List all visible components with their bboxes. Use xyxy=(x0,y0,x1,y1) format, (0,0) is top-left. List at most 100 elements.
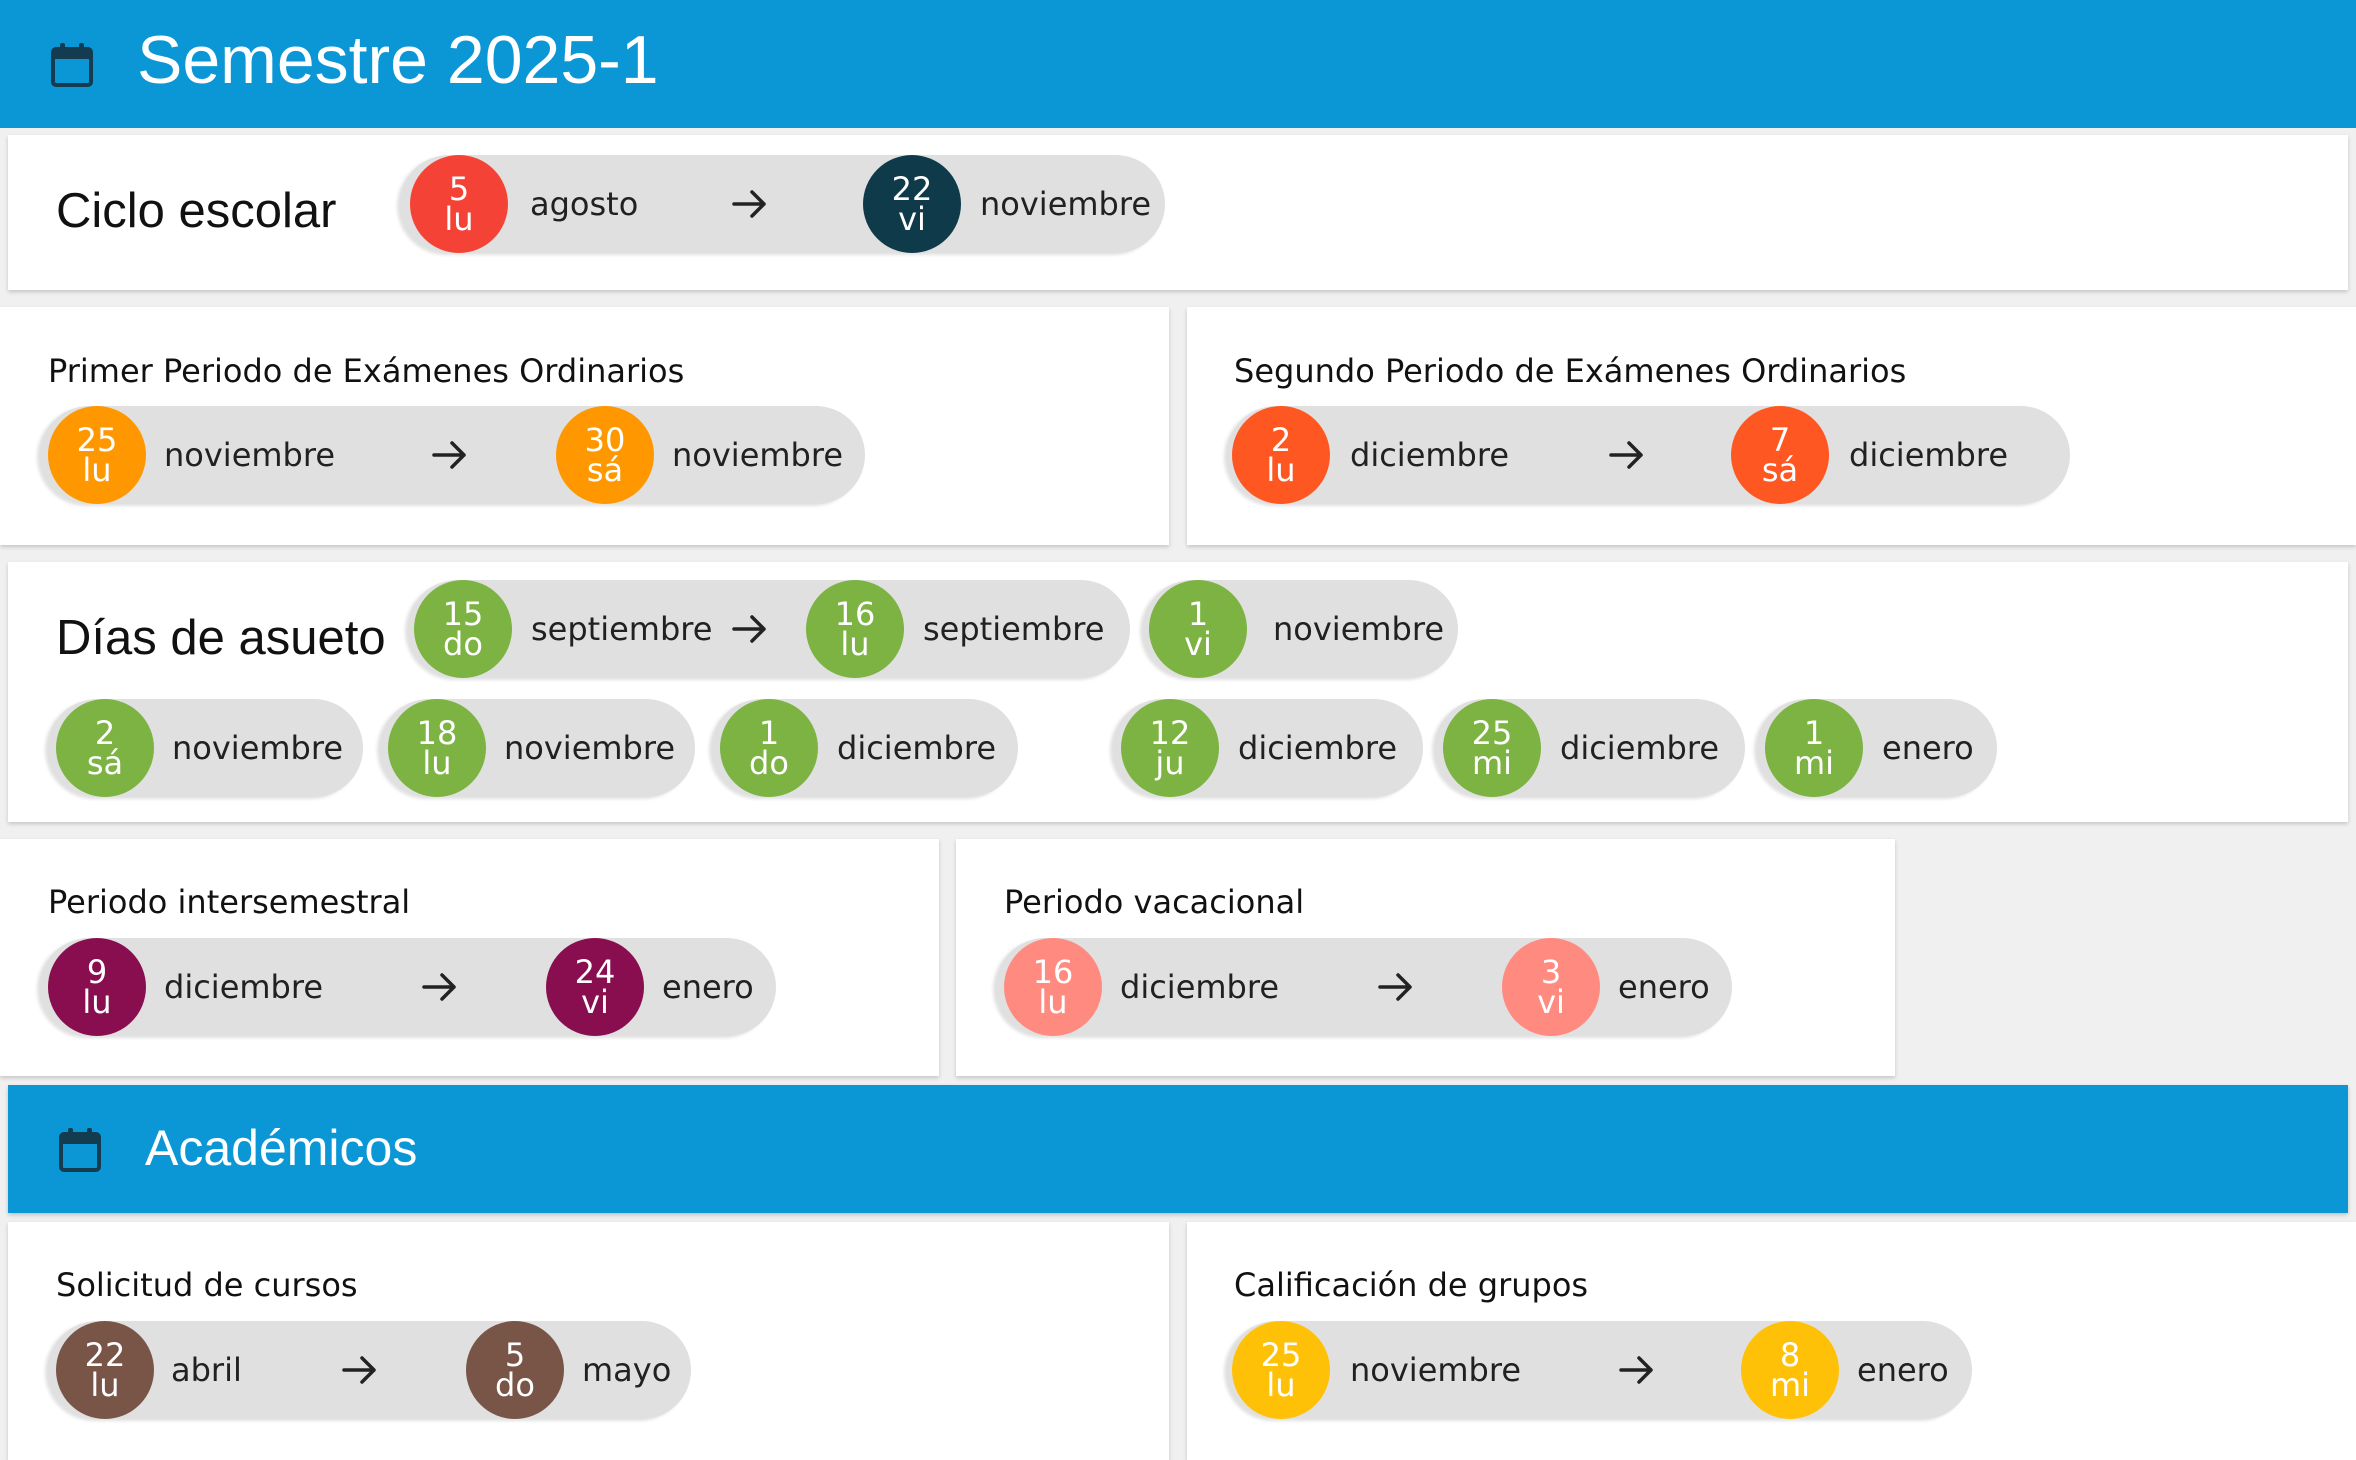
start-date-badge: 2 lu xyxy=(1232,406,1330,504)
day-number: 2 xyxy=(94,714,116,752)
arrow-right-icon xyxy=(1378,973,1412,1001)
weekday: do xyxy=(749,744,789,782)
weekday: lu xyxy=(840,625,870,663)
holiday-chip: 12 ju diciembre xyxy=(1113,699,1423,797)
academicos-section-header: Académicos xyxy=(8,1085,2348,1213)
day-number: 1 xyxy=(1187,595,1209,633)
weekday: do xyxy=(443,625,483,663)
day-number: 30 xyxy=(584,421,626,459)
day-number: 9 xyxy=(86,953,108,991)
day-number: 18 xyxy=(416,714,458,752)
holiday-month: diciembre xyxy=(1238,729,1397,767)
holiday-date-badge: 1 mi xyxy=(1765,699,1863,797)
day-number: 15 xyxy=(442,595,484,633)
day-number: 5 xyxy=(448,170,470,208)
holiday-date-badge: 2 sá xyxy=(56,699,154,797)
weekday: mi xyxy=(1471,744,1513,782)
vacacional-label: Periodo vacacional xyxy=(1004,883,1305,921)
page-title: Semestre 2025-1 xyxy=(137,22,659,98)
arrow-right-icon xyxy=(1619,1356,1653,1384)
end-month: noviembre xyxy=(672,436,843,474)
section-title: Académicos xyxy=(145,1120,418,1176)
holiday-month: noviembre xyxy=(504,729,675,767)
app-header: Semestre 2025-1 xyxy=(0,0,2356,128)
date-range-chip: 16 lu diciembre 3 vi enero xyxy=(996,938,1732,1036)
day-number: 1 xyxy=(1803,714,1825,752)
day-number: 1 xyxy=(758,714,780,752)
holiday-month: diciembre xyxy=(837,729,996,767)
date-range-chip: 15 do septiembre 16 lu septiembre xyxy=(408,580,1130,678)
holiday-chip: 1 mi enero xyxy=(1757,699,1997,797)
holiday-date-badge: 18 lu xyxy=(388,699,486,797)
weekday: lu xyxy=(1266,451,1296,489)
intersemestral-label: Periodo intersemestral xyxy=(48,883,411,921)
holiday-chip: 1 vi noviembre xyxy=(1143,580,1458,678)
holiday-chip: 1 do diciembre xyxy=(712,699,1018,797)
calificacion-grupos-label: Calificación de grupos xyxy=(1234,1266,1589,1304)
date-range-chip: 5 lu agosto 22 vi noviembre xyxy=(400,155,1165,253)
arrow-right-icon xyxy=(342,1356,376,1384)
arrow-right-icon xyxy=(732,615,766,643)
weekday: lu xyxy=(444,200,474,238)
end-date-badge: 7 sá xyxy=(1731,406,1829,504)
intersemestral-card: Periodo intersemestral 9 lu diciembre 24… xyxy=(0,839,939,1076)
weekday: ju xyxy=(1155,744,1185,782)
day-number: 25 xyxy=(76,421,118,459)
start-month: noviembre xyxy=(1350,1351,1521,1389)
weekday: lu xyxy=(1266,1366,1296,1404)
calificacion-grupos-card: Calificación de grupos 25 lu noviembre 8… xyxy=(1187,1222,2356,1460)
holiday-month: diciembre xyxy=(1560,729,1719,767)
weekday: sá xyxy=(1761,451,1799,489)
end-date-badge: 24 vi xyxy=(546,938,644,1036)
start-month: diciembre xyxy=(164,968,323,1006)
arrow-right-icon xyxy=(1609,441,1643,469)
date-range-chip: 25 lu noviembre 30 sá noviembre xyxy=(40,406,865,504)
day-number: 25 xyxy=(1260,1336,1302,1374)
weekday: lu xyxy=(82,983,112,1021)
holiday-chip: 25 mi diciembre xyxy=(1435,699,1745,797)
date-range-chip: 2 lu diciembre 7 sá diciembre xyxy=(1227,406,2070,504)
ciclo-escolar-label: Ciclo escolar xyxy=(56,184,337,238)
end-date-badge: 30 sá xyxy=(556,406,654,504)
weekday: mi xyxy=(1793,744,1835,782)
start-month: diciembre xyxy=(1120,968,1279,1006)
end-date-badge: 3 vi xyxy=(1502,938,1600,1036)
holiday-month: noviembre xyxy=(172,729,343,767)
holiday-month: enero xyxy=(1882,729,1974,767)
end-date-badge: 5 do xyxy=(466,1321,564,1419)
start-month: diciembre xyxy=(1350,436,1509,474)
holiday-chip: 2 sá noviembre xyxy=(48,699,363,797)
holiday-date-badge: 1 do xyxy=(720,699,818,797)
end-date-badge: 8 mi xyxy=(1741,1321,1839,1419)
day-number: 2 xyxy=(1270,421,1292,459)
dias-asueto-card: Días de asueto 15 do septiembre 16 lu se… xyxy=(8,562,2348,822)
end-month: enero xyxy=(662,968,754,1006)
arrow-right-icon xyxy=(732,190,766,218)
day-number: 25 xyxy=(1471,714,1513,752)
vacacional-card: Periodo vacacional 16 lu diciembre 3 vi … xyxy=(956,839,1895,1076)
weekday: sá xyxy=(86,744,124,782)
weekday: vi xyxy=(1184,625,1212,663)
end-month: enero xyxy=(1857,1351,1949,1389)
start-date-badge: 9 lu xyxy=(48,938,146,1036)
date-range-chip: 22 lu abril 5 do mayo xyxy=(48,1321,691,1419)
start-date-badge: 25 lu xyxy=(48,406,146,504)
calendar-icon xyxy=(59,1128,101,1172)
start-month: noviembre xyxy=(164,436,335,474)
end-date-badge: 16 lu xyxy=(806,580,904,678)
start-month: abril xyxy=(171,1351,242,1389)
date-range-chip: 25 lu noviembre 8 mi enero xyxy=(1227,1321,1972,1419)
holiday-date-badge: 1 vi xyxy=(1149,580,1247,678)
start-date-badge: 25 lu xyxy=(1232,1321,1330,1419)
holiday-date-badge: 12 ju xyxy=(1121,699,1219,797)
end-month: diciembre xyxy=(1849,436,2008,474)
day-number: 22 xyxy=(84,1336,126,1374)
day-number: 16 xyxy=(1032,953,1074,991)
start-month: septiembre xyxy=(531,610,713,648)
weekday: do xyxy=(495,1366,535,1404)
start-date-badge: 16 lu xyxy=(1004,938,1102,1036)
weekday: sá xyxy=(586,451,624,489)
weekday: lu xyxy=(422,744,452,782)
day-number: 24 xyxy=(574,953,616,991)
date-range-chip: 9 lu diciembre 24 vi enero xyxy=(40,938,776,1036)
